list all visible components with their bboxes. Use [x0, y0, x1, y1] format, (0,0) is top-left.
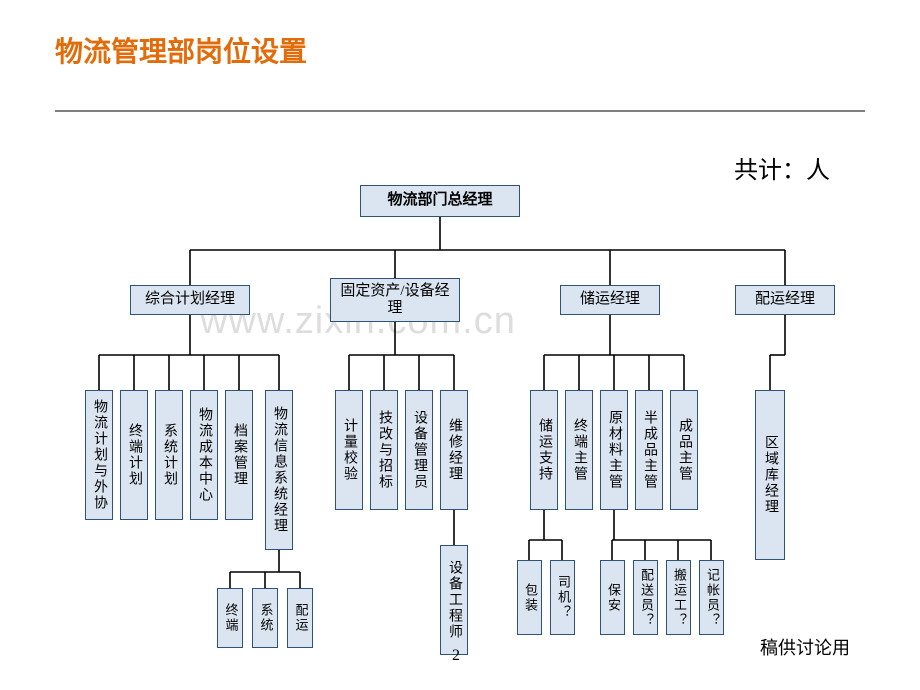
label: 储运支持	[536, 418, 552, 482]
node-c2-1: 计量校验	[335, 390, 363, 510]
node-g1-3: 配运	[287, 588, 313, 648]
node-c1-5: 档案管理	[225, 390, 253, 520]
node-g1-2: 系统	[252, 588, 278, 648]
label: 成品主管	[676, 418, 692, 482]
node-c1-3: 系统计划	[155, 390, 183, 520]
node-m2: 固定资产/设备经理	[330, 278, 460, 322]
node-c3-4: 半成品主管	[635, 390, 663, 510]
node-m3-label: 储运经理	[580, 291, 640, 308]
node-c1-1: 物流计划与外协	[85, 390, 113, 520]
node-c1-4: 物流成本中心	[190, 390, 218, 520]
node-h4: 配送员？	[633, 560, 658, 635]
label: 档案管理	[231, 423, 247, 487]
node-c3-1: 储运支持	[530, 390, 558, 510]
label: 设备工程师	[446, 560, 462, 640]
node-h6: 记帐员？	[699, 560, 724, 635]
label: 司机？	[555, 575, 570, 620]
label: 维修经理	[446, 418, 462, 482]
label: 终端计划	[126, 423, 142, 487]
node-h1: 包装	[517, 560, 542, 635]
label: 区域库经理	[762, 435, 778, 515]
label: 系统	[258, 603, 273, 633]
node-c1-6: 物流信息系统经理	[265, 390, 293, 550]
node-c3-5: 成品主管	[670, 390, 698, 510]
node-m2-label: 固定资产/设备经理	[333, 283, 457, 318]
title-divider	[55, 110, 865, 112]
label: 设备管理员	[411, 410, 427, 490]
node-h2: 司机？	[550, 560, 575, 635]
label: 搬运工？	[671, 568, 686, 628]
label: 物流成本中心	[196, 407, 212, 503]
subtitle: 共计：人	[734, 150, 830, 185]
node-c2-2: 技改与招标	[370, 390, 398, 510]
node-m3: 储运经理	[560, 285, 660, 315]
label: 终端主管	[571, 418, 587, 482]
label: 配运	[293, 603, 308, 633]
node-c2-3: 设备管理员	[405, 390, 433, 510]
label: 技改与招标	[376, 410, 392, 490]
label: 系统计划	[161, 423, 177, 487]
node-m1-label: 综合计划经理	[145, 291, 235, 308]
label: 保安	[605, 583, 620, 613]
node-g2-1: 设备工程师	[440, 545, 468, 655]
node-root: 物流部门总经理	[360, 185, 520, 217]
label: 计量校验	[341, 418, 357, 482]
page-number: 2	[452, 647, 460, 665]
node-g1-1: 终端	[217, 588, 243, 648]
label: 包装	[522, 583, 537, 613]
label: 记帐员？	[704, 568, 719, 628]
label: 物流计划与外协	[91, 399, 107, 511]
node-m1: 综合计划经理	[130, 285, 250, 315]
footer-note: 稿供讨论用	[760, 634, 850, 660]
node-h3: 保安	[600, 560, 625, 635]
label: 半成品主管	[641, 410, 657, 490]
node-root-label: 物流部门总经理	[387, 192, 492, 209]
node-m4: 配运经理	[735, 285, 835, 315]
label: 物流信息系统经理	[271, 406, 287, 534]
node-m4-label: 配运经理	[755, 291, 815, 308]
node-c3-2: 终端主管	[565, 390, 593, 510]
label: 终端	[223, 603, 238, 633]
node-c2-4: 维修经理	[440, 390, 468, 510]
label: 原材料主管	[606, 410, 622, 490]
page-title: 物流管理部岗位设置	[55, 30, 307, 70]
label: 配送员？	[638, 568, 653, 628]
node-h5: 搬运工？	[666, 560, 691, 635]
node-c4-1: 区域库经理	[755, 390, 785, 560]
title-text: 物流管理部岗位设置	[55, 37, 307, 68]
node-c3-3: 原材料主管	[600, 390, 628, 510]
node-c1-2: 终端计划	[120, 390, 148, 520]
